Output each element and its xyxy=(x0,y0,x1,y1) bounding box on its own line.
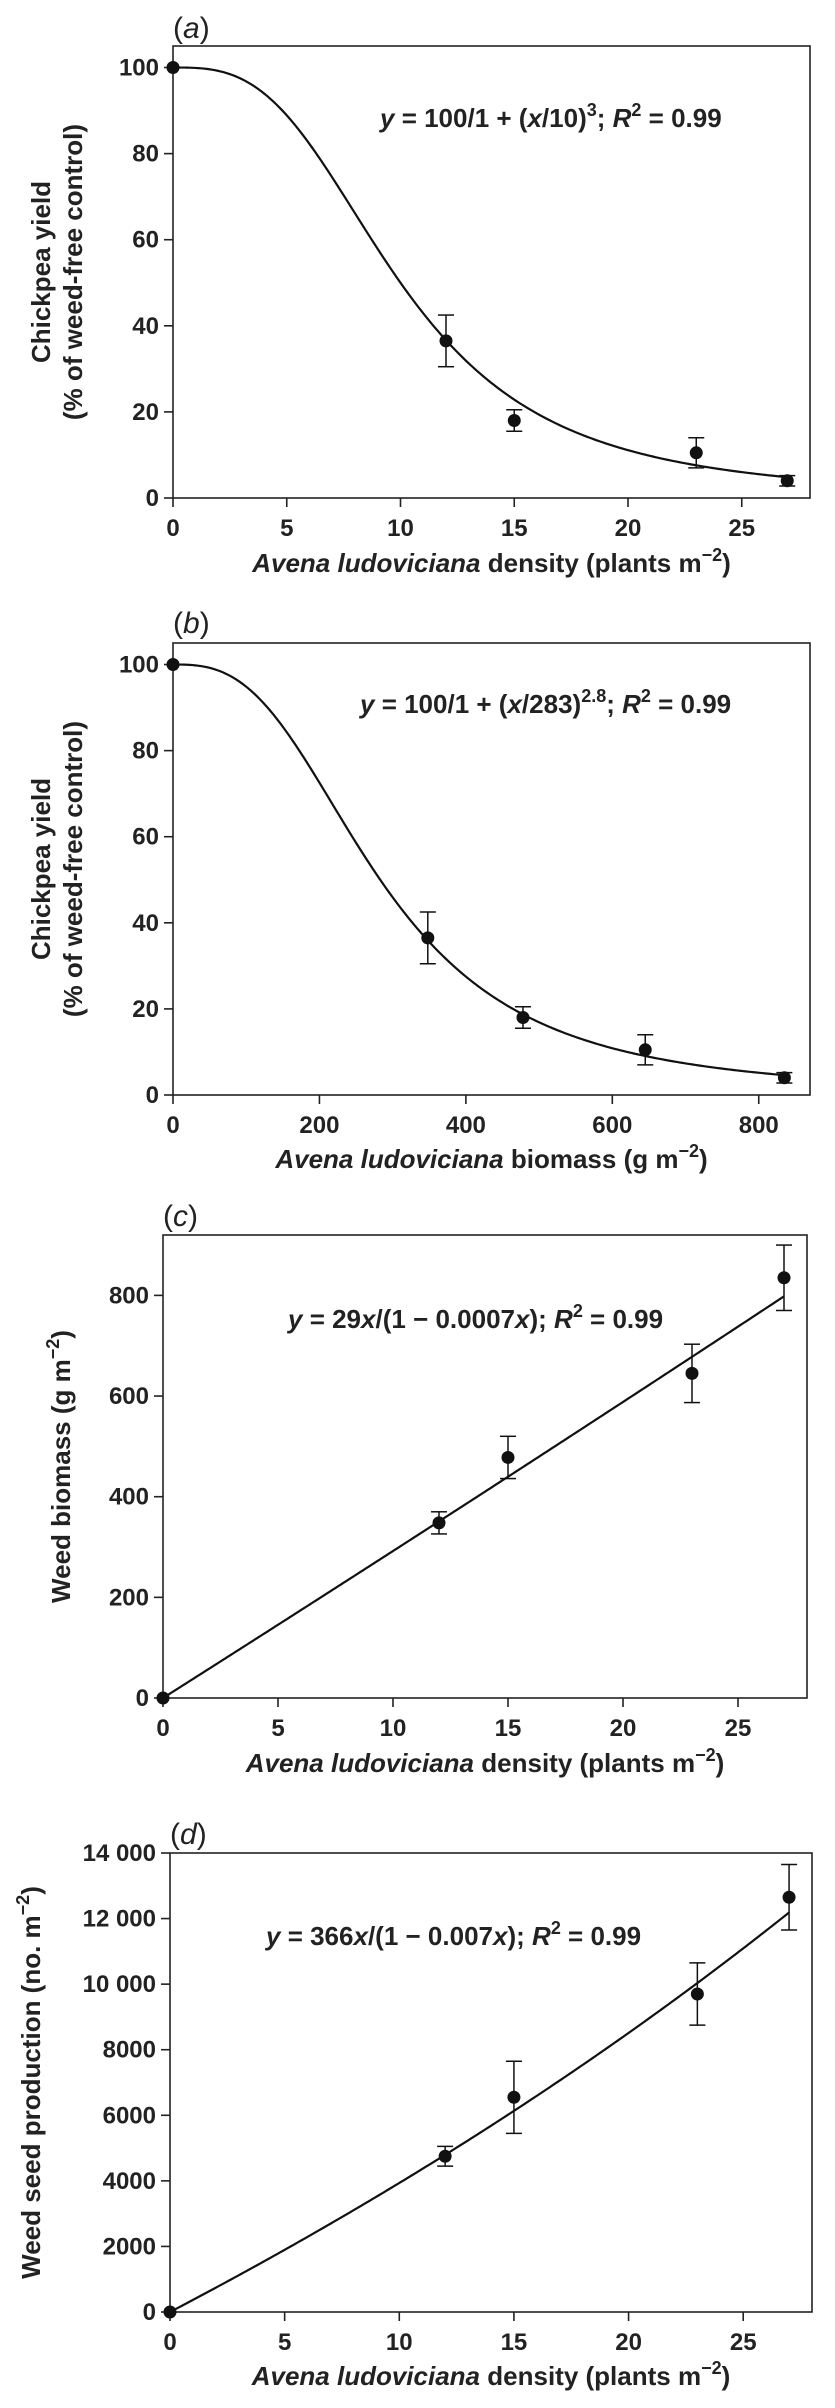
y-tick-label: 8000 xyxy=(103,2037,156,2064)
x-tick-label: 0 xyxy=(163,2329,176,2356)
data-point xyxy=(438,2149,452,2163)
plot-frame xyxy=(169,1852,813,2313)
y-tick-label: 60 xyxy=(132,227,159,254)
x-tick-label: 10 xyxy=(386,2329,413,2356)
data-point xyxy=(507,414,521,428)
x-tick-label: 25 xyxy=(725,1715,752,1742)
y-tick-label: 0 xyxy=(143,2299,156,2326)
x-tick-label: 0 xyxy=(166,1112,179,1139)
y-tick-label: 40 xyxy=(132,313,159,340)
x-tick-label: 0 xyxy=(166,515,179,542)
panel-label: (c) xyxy=(163,1200,198,1233)
y-tick-label: 800 xyxy=(109,1282,149,1309)
x-tick-label: 15 xyxy=(495,1715,522,1742)
y-tick-label: 60 xyxy=(132,824,159,851)
data-point xyxy=(780,474,794,488)
x-axis-label: Avena ludoviciana biomass (g m−2) xyxy=(274,1141,707,1174)
y-tick-label: 12 000 xyxy=(83,1906,156,1933)
y-tick-label: 0 xyxy=(146,1082,159,1109)
y-tick-label: 10 000 xyxy=(83,1971,156,1998)
data-point xyxy=(638,1043,652,1057)
y-tick-label: 4000 xyxy=(103,2168,156,2195)
panel-d: (d) 0 5 10 15 20 25 0 2000 4000 6000 8000 10 000 12 0… xyxy=(13,1818,813,2391)
x-axis-label: Avena ludoviciana density (plants m−2) xyxy=(251,545,731,578)
data-point xyxy=(507,2090,521,2104)
y-axis-label-line2: (% of weed-free control) xyxy=(58,721,88,1017)
fitted-curve xyxy=(169,1911,790,2313)
x-tick-label: 15 xyxy=(501,2329,528,2356)
plot-frame xyxy=(172,45,811,499)
x-tick-label: 20 xyxy=(610,1715,637,1742)
equation-label: y = 100/1 + (x/10)3; R2 = 0.99 xyxy=(378,100,722,133)
x-tick-label: 600 xyxy=(592,1112,632,1139)
y-tick-label: 0 xyxy=(136,1685,149,1712)
data-point xyxy=(516,1011,530,1025)
x-tick-label: 25 xyxy=(728,515,755,542)
x-tick-label: 10 xyxy=(387,515,414,542)
y-tick-label: 100 xyxy=(119,652,159,679)
y-axis-label: Chickpea yield xyxy=(26,778,56,960)
data-point xyxy=(163,2305,177,2319)
equation-label: y = 29x/(1 − 0.0007x); R2 = 0.99 xyxy=(286,1301,663,1334)
panel-b: (b) 0 200 400 600 800 0 20 40 60 80 100 Avena ludovi… xyxy=(26,607,811,1174)
y-tick-label: 6000 xyxy=(103,2102,156,2129)
plot-frame xyxy=(162,1234,808,1699)
x-tick-label: 20 xyxy=(615,2329,642,2356)
data-point xyxy=(421,931,435,945)
x-tick-label: 5 xyxy=(278,2329,291,2356)
plot-frame xyxy=(172,642,811,1096)
x-tick-label: 800 xyxy=(739,1112,779,1139)
fitted-curve xyxy=(172,663,785,1077)
data-point xyxy=(689,446,703,460)
y-tick-label: 20 xyxy=(132,996,159,1023)
data-point xyxy=(690,1987,704,2001)
x-tick-label: 15 xyxy=(501,515,528,542)
fitted-curve xyxy=(173,66,788,479)
y-tick-label: 2000 xyxy=(103,2233,156,2260)
data-point xyxy=(166,658,180,672)
y-tick-label: 0 xyxy=(146,485,159,512)
data-point xyxy=(782,1890,796,1904)
y-tick-label: 20 xyxy=(132,399,159,426)
data-point xyxy=(156,1691,170,1705)
x-tick-label: 5 xyxy=(280,515,293,542)
y-axis-label: Weed seed production (no. m−2) xyxy=(13,1886,46,2279)
data-point xyxy=(439,334,453,348)
y-axis-label-line2: (% of weed-free control) xyxy=(58,124,88,420)
y-tick-label: 100 xyxy=(119,55,159,82)
x-tick-label: 5 xyxy=(271,1715,284,1742)
data-point xyxy=(432,1516,446,1530)
x-tick-label: 10 xyxy=(380,1715,407,1742)
x-tick-label: 400 xyxy=(446,1112,486,1139)
x-tick-label: 0 xyxy=(156,1715,169,1742)
y-axis-label: Chickpea yield xyxy=(26,181,56,363)
y-tick-label: 600 xyxy=(109,1383,149,1410)
panel-a: (a) 0 5 10 15 20 25 0 20 40 60 80 100 Avena ludovicia… xyxy=(26,12,811,578)
y-tick-label: 80 xyxy=(132,738,159,765)
y-tick-label: 14 000 xyxy=(83,1840,156,1867)
panel-c: (c) 0 5 10 15 20 25 0 200 400 600 800 Avena ludovici… xyxy=(43,1200,808,1778)
panel-label: (a) xyxy=(173,12,210,45)
panel-label: (b) xyxy=(173,607,210,640)
data-point xyxy=(777,1271,791,1285)
y-tick-label: 40 xyxy=(132,910,159,937)
panel-label: (d) xyxy=(170,1818,207,1851)
x-axis-label: Avena ludoviciana density (plants m−2) xyxy=(251,2358,731,2391)
y-axis-label: Weed biomass (g m−2) xyxy=(43,1330,76,1603)
x-tick-label: 25 xyxy=(730,2329,757,2356)
data-point xyxy=(685,1366,699,1380)
x-axis-label: Avena ludoviciana density (plants m−2) xyxy=(245,1745,725,1778)
data-point xyxy=(501,1450,515,1464)
data-point xyxy=(166,61,180,75)
y-tick-label: 200 xyxy=(109,1584,149,1611)
y-tick-label: 400 xyxy=(109,1484,149,1511)
fitted-curve xyxy=(162,1295,785,1699)
x-tick-label: 20 xyxy=(615,515,642,542)
equation-label: y = 100/1 + (x/283)2.8; R2 = 0.99 xyxy=(358,686,731,719)
data-point xyxy=(777,1071,791,1085)
y-tick-label: 80 xyxy=(132,141,159,168)
x-tick-label: 200 xyxy=(299,1112,339,1139)
equation-label: y = 366x/(1 − 0.007x); R2 = 0.99 xyxy=(264,1918,641,1951)
